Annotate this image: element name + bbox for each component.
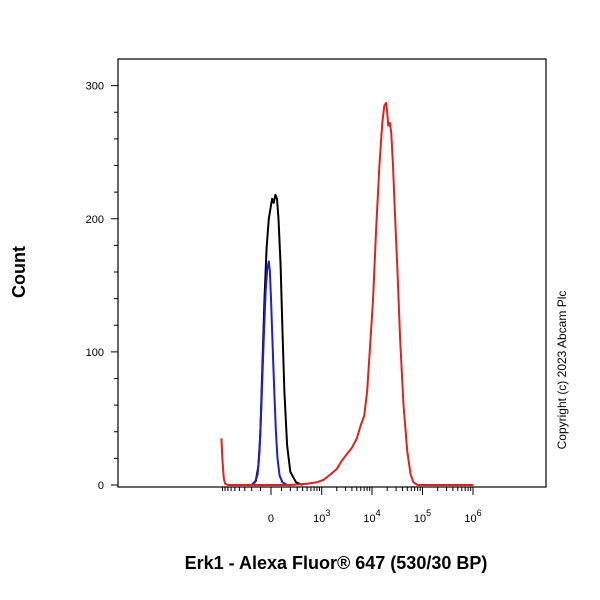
x-axis-title: Erk1 - Alexa Fluor® 647 (530/30 BP) (185, 553, 488, 573)
series-layer (220, 101, 473, 486)
x-tick-label: 0 (268, 513, 274, 525)
y-axis-title: Count (9, 246, 29, 298)
copyright-annotation: Copyright (c) 2023 Abcam Plc (555, 291, 569, 450)
y-tick-label: 0 (98, 480, 104, 492)
x-axis: 0 103 104 105 106 (222, 487, 482, 525)
x-tick-label: 105 (414, 508, 431, 525)
x-tick-label: 104 (363, 508, 380, 525)
y-axis: 0 100 200 300 (86, 81, 118, 492)
y-tick-label: 300 (86, 81, 104, 93)
series-line-3 (220, 101, 473, 486)
plot-frame (117, 58, 547, 488)
y-tick-label: 200 (86, 214, 104, 226)
series-line-2 (251, 260, 288, 486)
x-tick-label: 103 (313, 508, 330, 525)
x-tick-label: 106 (464, 508, 481, 525)
y-tick-label: 100 (86, 347, 104, 359)
